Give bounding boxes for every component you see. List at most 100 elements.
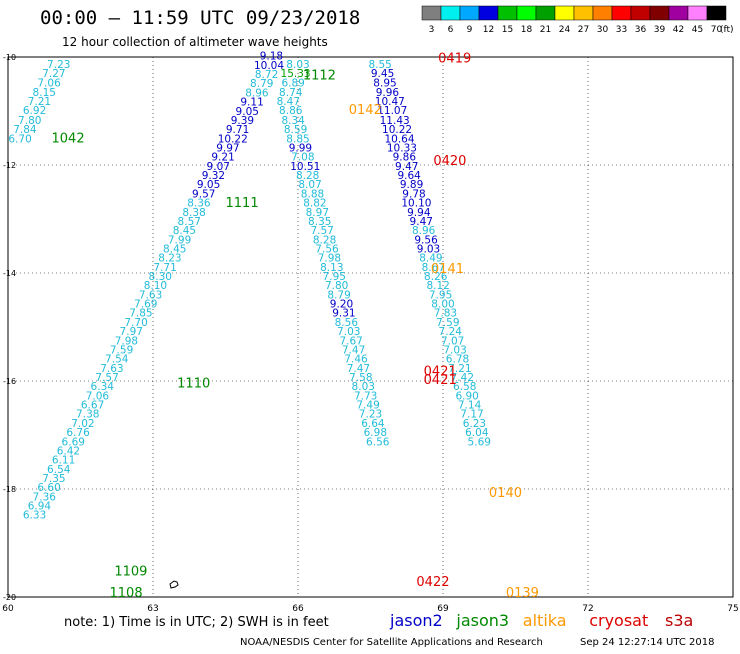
wave-height-value: 7.42 [451, 372, 474, 384]
wave-height-value: 6.54 [47, 464, 71, 476]
legend-cryosat: cryosat [589, 611, 648, 630]
wave-height-value: 7.95 [323, 271, 346, 283]
pass-time-label: 0421 [424, 365, 457, 380]
legend-altika: altika [523, 611, 567, 630]
scale-label: 6 [448, 25, 454, 35]
wave-height-value: 8.56 [335, 317, 359, 329]
wave-height-value: 6.58 [453, 381, 476, 393]
scale-label: 30 [597, 25, 609, 35]
wave-height-value: 9.56 [414, 234, 438, 246]
pass-time-label: 0142 [349, 103, 382, 118]
wave-height-value: 7.47 [342, 344, 365, 356]
wave-height-value: 7.59 [436, 317, 459, 329]
wave-height-value: 9.31 [332, 308, 355, 320]
scale-label: 39 [654, 25, 666, 35]
pass-time-label: 0141 [431, 262, 464, 277]
wave-height-value: 8.13 [320, 262, 343, 274]
wave-height-value: 9.47 [410, 216, 433, 228]
scale-swatch [554, 5, 575, 21]
y-tick-label: -14 [3, 269, 16, 278]
pass-time-label: 1109 [114, 564, 147, 579]
wave-height-color-scale: 3 6 9 12 15 18 21 24 27 30 33 36 39 42 45 70(ft) [421, 5, 734, 35]
pass-time-label: 1042 [52, 131, 85, 146]
x-tick-label: 72 [582, 604, 593, 614]
y-tick-label: -20 [3, 593, 16, 602]
pass-time-label: 1111 [226, 196, 259, 211]
track-1112-0422: 8.0315.336.898.748.478.868.348.598.859.9… [277, 59, 390, 448]
track-0419-0139: 8.559.458.959.9610.4711.0711.4310.2210.6… [368, 59, 490, 448]
wave-height-value: 8.97 [306, 207, 329, 219]
scale-label: 21 [540, 25, 551, 35]
x-tick-label: 66 [292, 604, 304, 614]
wave-height-value: 7.80 [18, 115, 41, 127]
wave-height-value: 8.34 [281, 115, 305, 127]
wave-height-value: 7.47 [347, 363, 370, 375]
wave-height-value: 8.88 [301, 188, 324, 200]
wave-height-value: 10.64 [384, 133, 414, 145]
wave-height-value: 9.71 [226, 124, 249, 136]
wave-height-value: 7.54 [105, 354, 129, 366]
wave-height-value: 8.85 [286, 133, 309, 145]
island-outline [169, 580, 179, 589]
wave-height-value: 7.63 [139, 289, 162, 301]
map-frame [7, 56, 734, 598]
wave-height-value: 7.23 [359, 409, 382, 421]
y-tick-label: -16 [3, 377, 16, 386]
track-1111-1108: 9.1810.048.728.798.969.119.059.399.7110.… [23, 51, 284, 522]
wave-height-value: 7.56 [315, 243, 339, 255]
pass-time-label: 0420 [433, 154, 466, 169]
wave-height-value: 7.21 [448, 363, 471, 375]
wave-height-value: 7.02 [71, 418, 94, 430]
wave-height-value: 6.89 [281, 78, 304, 90]
wave-height-value: 6.78 [446, 354, 469, 366]
wave-height-value: 9.94 [407, 207, 431, 219]
scale-swatch [687, 5, 708, 21]
wave-height-value: 9.97 [216, 143, 239, 155]
altimeter-tracks: 7.237.277.068.157.216.927.807.846.709.18… [8, 51, 491, 522]
wave-height-value: 7.46 [344, 354, 368, 366]
pass-time-label: 0422 [416, 575, 449, 590]
wave-height-value: 7.36 [33, 491, 57, 503]
scale-swatch [630, 5, 651, 21]
wave-height-value: 7.24 [439, 326, 463, 338]
wave-height-value: 7.63 [100, 363, 123, 375]
x-tick-label: 75 [727, 604, 738, 614]
wave-height-value: 7.57 [310, 225, 333, 237]
wave-height-value: 8.03 [286, 59, 309, 71]
track-left-1042: 7.237.277.068.157.216.927.807.846.70 [8, 59, 70, 146]
wave-height-value: 7.14 [458, 400, 482, 412]
scale-label: 33 [616, 25, 627, 35]
pass-time-label: 1108 [110, 586, 143, 601]
wave-height-value: 7.23 [47, 59, 70, 71]
wave-height-value: 8.12 [426, 280, 449, 292]
scale-label: 15 [502, 25, 513, 35]
scale-label: 70 [711, 25, 723, 35]
wave-height-value: 9.03 [417, 243, 440, 255]
scale-swatch [535, 5, 556, 21]
wave-height-value: 9.20 [330, 299, 353, 311]
wave-height-value: 9.45 [371, 68, 394, 80]
scale-swatch [459, 5, 480, 21]
land-mass [169, 580, 179, 589]
legend-note: note: 1) Time is in UTC; 2) SWH is in fe… [64, 615, 329, 630]
wave-height-value: 7.59 [110, 344, 133, 356]
wave-height-value: 8.23 [158, 253, 181, 265]
scale-label: 12 [483, 25, 494, 35]
legend-jason3: jason3 [455, 611, 509, 630]
wave-height-value: 9.05 [197, 179, 220, 191]
wave-height-value: 8.59 [284, 124, 307, 136]
wave-height-value: 9.21 [211, 152, 234, 164]
wave-height-value: 10.04 [254, 60, 284, 72]
page-title: 00:00 – 11:59 UTC 09/23/2018 [40, 7, 360, 29]
scale-swatch [421, 5, 442, 21]
y-tick-label: -18 [3, 485, 16, 494]
legend-jason2: jason2 [389, 611, 443, 630]
wave-height-value: 8.35 [308, 216, 331, 228]
wave-height-value: 8.45 [163, 243, 186, 255]
legend-s3a: s3a [665, 611, 693, 630]
wave-height-value: 7.06 [86, 390, 110, 402]
wave-height-value: 7.35 [42, 473, 65, 485]
wave-height-value: 8.95 [373, 78, 396, 90]
wave-height-value: 7.70 [124, 317, 147, 329]
